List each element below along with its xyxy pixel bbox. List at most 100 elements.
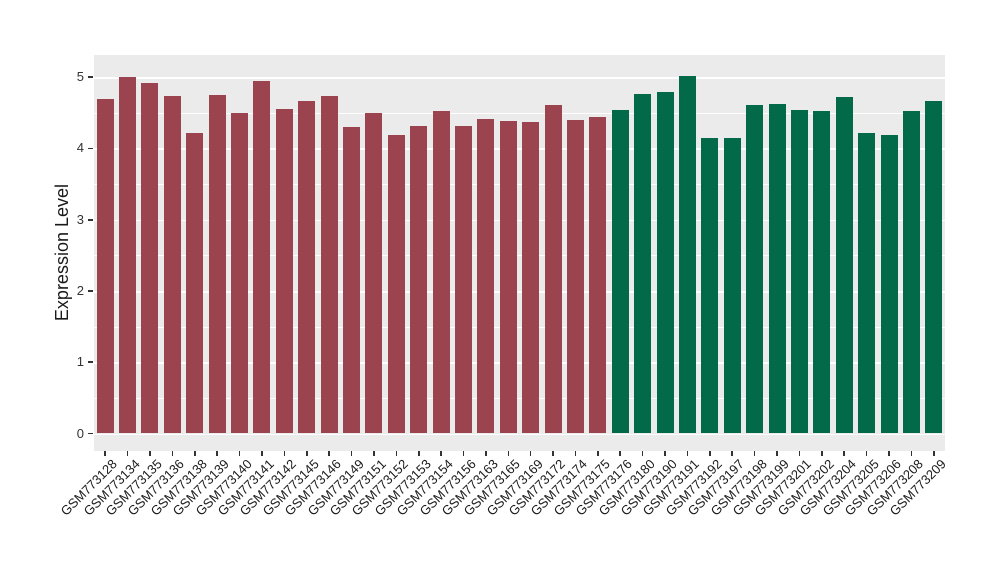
y-tick-mark bbox=[88, 432, 93, 435]
x-tick-mark bbox=[238, 451, 241, 456]
x-tick-mark bbox=[574, 451, 577, 456]
gridline-major bbox=[94, 433, 945, 436]
x-tick-mark bbox=[664, 451, 666, 456]
gridline-major bbox=[94, 219, 945, 222]
y-axis-title: Expression Level bbox=[50, 55, 74, 451]
x-tick-mark bbox=[798, 451, 801, 456]
gridline-minor bbox=[94, 112, 945, 114]
bar-GSM773174 bbox=[566, 119, 584, 434]
x-tick-mark bbox=[865, 451, 868, 456]
bar-GSM773209 bbox=[925, 100, 943, 434]
bar-GSM773142 bbox=[275, 109, 293, 434]
y-tick-mark bbox=[88, 147, 93, 150]
bar-GSM773154 bbox=[432, 110, 450, 434]
x-tick-mark bbox=[350, 451, 353, 456]
x-tick-mark bbox=[843, 451, 846, 456]
x-tick-mark bbox=[395, 451, 398, 456]
bar-GSM773152 bbox=[387, 134, 405, 434]
x-tick-mark bbox=[417, 451, 420, 456]
bar-GSM773139 bbox=[208, 95, 226, 434]
x-tick-mark bbox=[597, 451, 599, 456]
x-tick-mark bbox=[776, 451, 778, 456]
x-tick-mark bbox=[619, 451, 622, 456]
bar-GSM773175 bbox=[589, 117, 607, 434]
gridline-minor bbox=[94, 255, 945, 257]
bar-GSM773141 bbox=[253, 81, 271, 434]
x-tick-mark bbox=[283, 451, 286, 456]
bar-GSM773156 bbox=[455, 126, 472, 434]
x-tick-mark bbox=[126, 451, 129, 456]
bar-GSM773204 bbox=[835, 97, 853, 434]
bar-GSM773128 bbox=[96, 98, 114, 434]
bar-GSM773205 bbox=[858, 133, 876, 434]
bar-GSM773134 bbox=[119, 77, 137, 434]
x-tick-mark bbox=[261, 451, 263, 456]
gridline-major bbox=[94, 148, 945, 151]
x-tick-mark bbox=[552, 451, 554, 456]
bar-GSM773206 bbox=[880, 134, 898, 434]
x-tick-mark bbox=[753, 451, 756, 456]
x-tick-mark bbox=[104, 451, 106, 456]
y-tick-mark bbox=[88, 290, 93, 292]
x-tick-mark bbox=[440, 451, 442, 456]
x-tick-mark bbox=[933, 451, 935, 456]
x-tick-mark bbox=[821, 451, 823, 456]
bar-GSM773180 bbox=[634, 94, 652, 434]
x-tick-mark bbox=[641, 451, 644, 456]
x-tick-mark bbox=[910, 451, 913, 456]
x-tick-mark bbox=[507, 451, 510, 456]
y-tick-label: 1 bbox=[76, 354, 84, 370]
x-tick-mark bbox=[709, 451, 711, 456]
bar-GSM773151 bbox=[365, 112, 383, 434]
y-tick-mark bbox=[88, 76, 93, 78]
x-tick-mark bbox=[888, 451, 890, 456]
bar-GSM773140 bbox=[231, 112, 249, 434]
bar-GSM773191 bbox=[678, 75, 696, 434]
gridline-minor bbox=[94, 397, 945, 399]
x-tick-mark bbox=[193, 451, 196, 456]
plot-panel bbox=[94, 55, 945, 451]
bar-GSM773198 bbox=[746, 104, 764, 434]
bar-GSM773165 bbox=[499, 120, 517, 434]
y-tick-label: 0 bbox=[76, 425, 84, 441]
gridline-major bbox=[94, 77, 945, 79]
x-tick-mark bbox=[462, 451, 465, 456]
y-tick-label: 4 bbox=[76, 140, 84, 156]
y-tick-label: 3 bbox=[76, 211, 84, 227]
bar-GSM773201 bbox=[790, 109, 808, 434]
bar-GSM773145 bbox=[298, 100, 316, 434]
bar-GSM773190 bbox=[656, 92, 674, 434]
x-tick-mark bbox=[485, 451, 487, 456]
x-tick-mark bbox=[328, 451, 330, 456]
bar-GSM773169 bbox=[522, 122, 540, 434]
bar-GSM773176 bbox=[611, 109, 629, 434]
bar-GSM773202 bbox=[813, 111, 831, 434]
y-tick-mark bbox=[88, 218, 93, 221]
bar-GSM773208 bbox=[902, 110, 920, 434]
y-tick-label: 5 bbox=[76, 69, 84, 85]
x-tick-mark bbox=[686, 451, 689, 456]
x-tick-mark bbox=[529, 451, 532, 456]
x-tick-mark bbox=[171, 451, 174, 456]
gridline-minor bbox=[94, 184, 945, 185]
y-tick-label: 2 bbox=[76, 282, 84, 298]
bar-GSM773149 bbox=[343, 127, 361, 434]
bar-GSM773163 bbox=[477, 119, 495, 434]
bar-GSM773135 bbox=[141, 82, 159, 434]
x-tick-mark bbox=[373, 451, 375, 456]
x-tick-mark bbox=[731, 451, 734, 456]
bar-GSM773172 bbox=[544, 104, 562, 434]
x-tick-mark bbox=[305, 451, 308, 456]
bar-GSM773197 bbox=[723, 137, 741, 434]
gridline-minor bbox=[94, 326, 945, 328]
gridline-major bbox=[94, 362, 945, 364]
bar-GSM773153 bbox=[410, 125, 428, 434]
bar-GSM773192 bbox=[701, 137, 719, 434]
x-tick-mark bbox=[216, 451, 218, 456]
x-tick-mark bbox=[149, 451, 151, 456]
gridline-major bbox=[94, 290, 945, 293]
bar-GSM773138 bbox=[186, 132, 204, 434]
